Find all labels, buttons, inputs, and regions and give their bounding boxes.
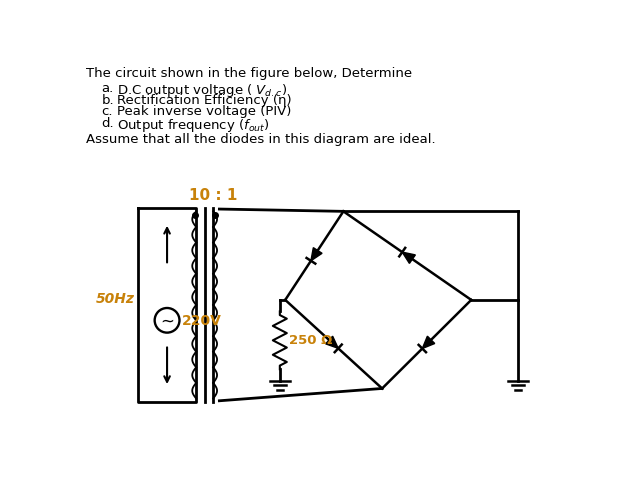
Text: 220V: 220V	[181, 314, 222, 328]
Text: The circuit shown in the figure below, Determine: The circuit shown in the figure below, D…	[86, 66, 412, 80]
Text: d.: d.	[102, 117, 114, 130]
Text: b.: b.	[102, 94, 114, 107]
Polygon shape	[326, 336, 338, 348]
Text: 50Hz: 50Hz	[96, 292, 135, 306]
Polygon shape	[422, 336, 435, 348]
Text: c.: c.	[102, 105, 113, 118]
Text: Rectification Efficiency (η): Rectification Efficiency (η)	[117, 94, 291, 107]
Text: Output frequency ($f_{out}$): Output frequency ($f_{out}$)	[117, 117, 270, 134]
Text: D.C output voltage ( $V_{d.c}$): D.C output voltage ( $V_{d.c}$)	[117, 82, 287, 99]
Text: Peak inverse voltage (PIV): Peak inverse voltage (PIV)	[117, 105, 291, 118]
Text: 250 Ω: 250 Ω	[289, 334, 332, 347]
Text: 10 : 1: 10 : 1	[189, 188, 237, 204]
Polygon shape	[311, 248, 322, 261]
Text: a.: a.	[102, 82, 114, 95]
Text: ~: ~	[160, 312, 174, 330]
Text: Assume that all the diodes in this diagram are ideal.: Assume that all the diodes in this diagr…	[86, 133, 436, 146]
Polygon shape	[402, 252, 415, 263]
